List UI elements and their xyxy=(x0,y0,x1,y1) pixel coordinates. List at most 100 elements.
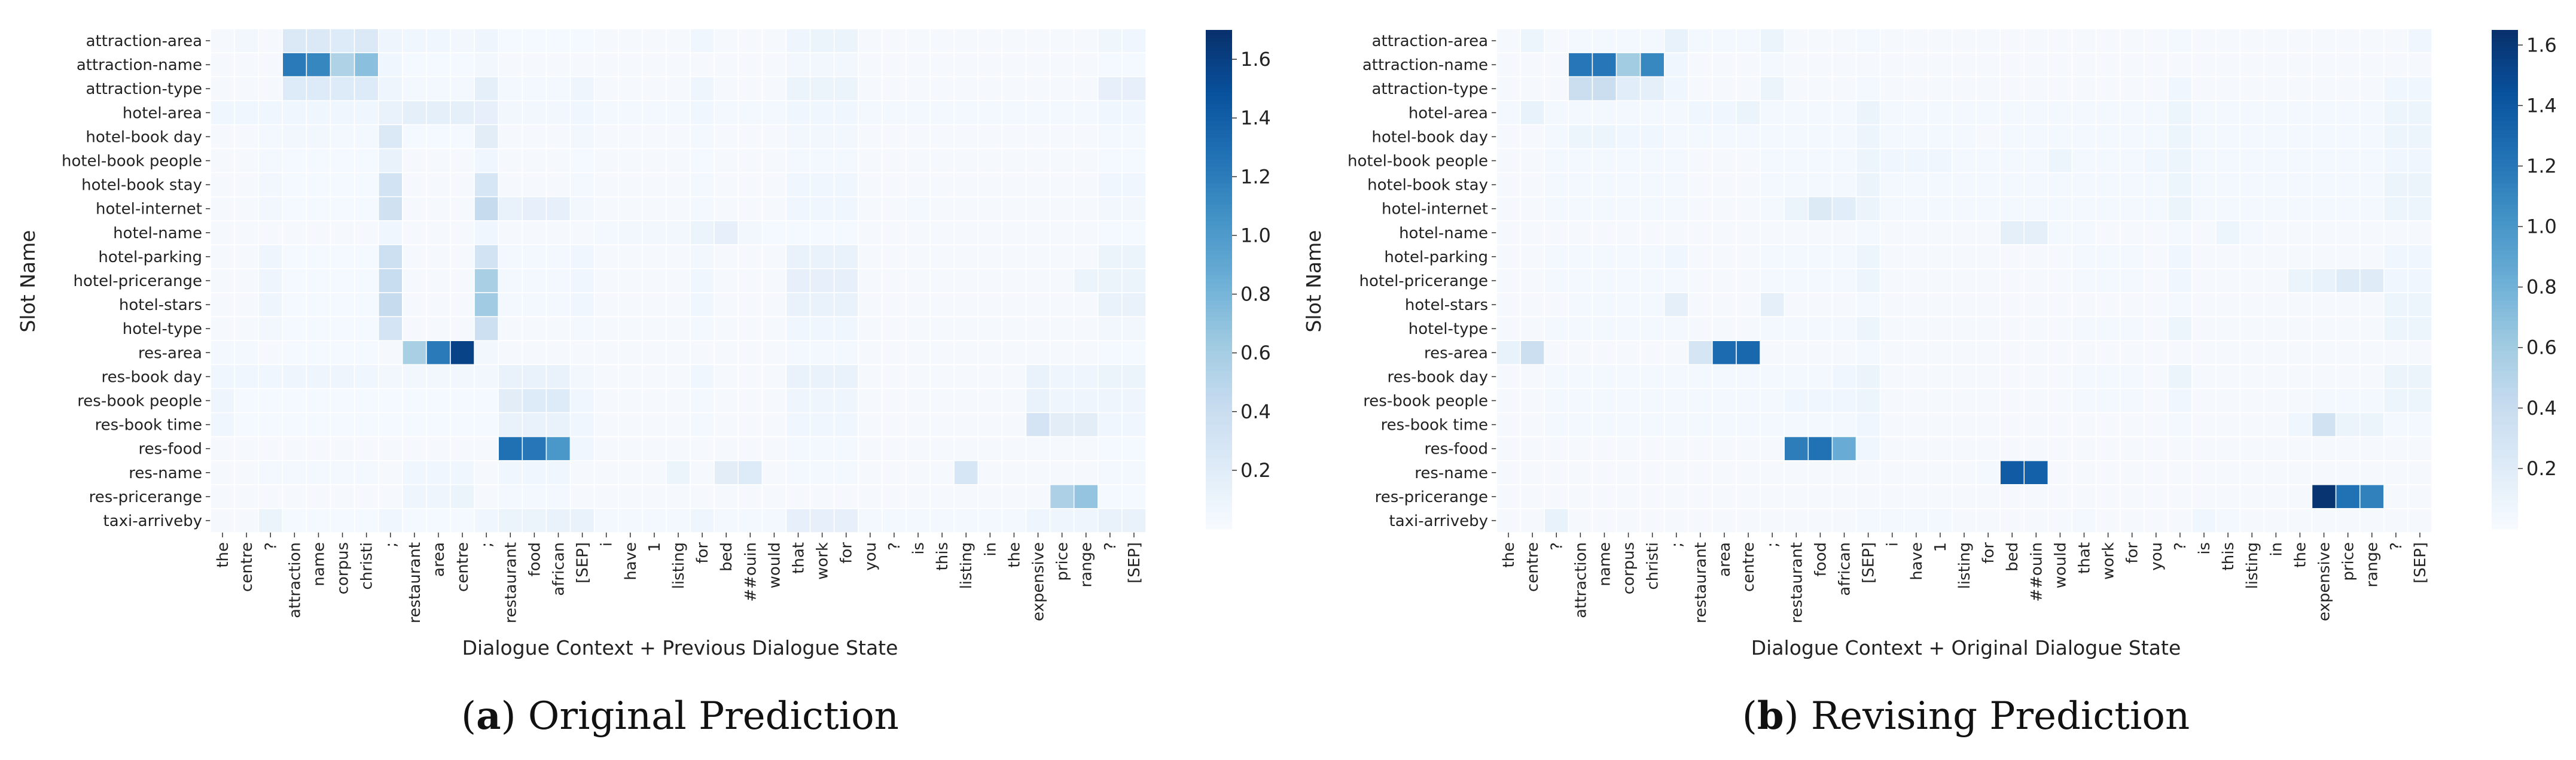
heatmap-cell xyxy=(2144,316,2169,341)
colorbar-segment xyxy=(1206,133,1232,139)
colorbar-segment xyxy=(2492,175,2518,180)
heatmap-cell xyxy=(833,388,859,414)
heatmap-cell xyxy=(690,76,715,102)
heatmap-cell xyxy=(1496,220,1521,245)
colorbar-segment xyxy=(1206,387,1232,393)
y-tick-label: hotel-parking xyxy=(1384,248,1488,266)
heatmap-cell xyxy=(258,388,283,414)
heatmap-cell xyxy=(1760,292,1785,317)
heatmap-cell xyxy=(1663,436,1689,461)
heatmap-cell xyxy=(617,100,643,126)
heatmap-cell xyxy=(1831,316,1857,341)
heatmap-cell xyxy=(545,244,571,269)
heatmap-cell xyxy=(210,412,235,437)
heatmap-cell xyxy=(450,28,475,53)
heatmap-cell xyxy=(737,244,763,269)
heatmap-cell xyxy=(977,100,1003,126)
heatmap-cell xyxy=(474,268,499,293)
heatmap-cell xyxy=(498,196,523,221)
heatmap-cell xyxy=(1760,172,1785,197)
heatmap-cell xyxy=(377,316,403,341)
heatmap-cell xyxy=(785,76,811,102)
y-axis-title: Slot Name xyxy=(16,230,39,332)
heatmap-cell xyxy=(1855,100,1881,126)
heatmap-cell xyxy=(1663,364,1689,390)
heatmap-cell xyxy=(833,148,859,174)
heatmap-cell xyxy=(234,388,259,414)
heatmap-cell xyxy=(953,172,979,197)
heatmap-cell xyxy=(569,196,595,221)
heatmap-cell xyxy=(2071,220,2097,245)
heatmap-cell xyxy=(2023,268,2049,293)
heatmap-cell xyxy=(2263,244,2289,269)
heatmap-cell xyxy=(258,76,283,102)
heatmap-cell xyxy=(1121,172,1147,197)
heatmap-cell xyxy=(450,388,475,414)
x-tick-label: african xyxy=(550,542,568,596)
heatmap-cell xyxy=(2263,220,2289,245)
heatmap-cell xyxy=(1049,460,1075,485)
heatmap-cell xyxy=(306,364,331,390)
heatmap-cell xyxy=(2191,172,2217,197)
heatmap-cell xyxy=(666,100,691,126)
heatmap-cell xyxy=(858,340,883,366)
colorbar-segment xyxy=(1206,400,1232,405)
heatmap-cell xyxy=(2119,364,2145,390)
heatmap-cell xyxy=(593,268,619,293)
heatmap-cell xyxy=(1001,292,1027,317)
heatmap-cell xyxy=(761,364,787,390)
colorbar-segment xyxy=(1206,96,1232,101)
heatmap-cell xyxy=(402,388,427,414)
heatmap-cell xyxy=(642,76,667,102)
heatmap-cell xyxy=(1592,220,1617,245)
heatmap-cell xyxy=(1073,292,1099,317)
heatmap-cell xyxy=(1952,76,1977,102)
colorbar-segment xyxy=(2492,84,2518,89)
x-tick-label: [SEP] xyxy=(574,542,592,583)
heatmap-cell xyxy=(809,340,835,366)
heatmap-cell xyxy=(2144,412,2169,437)
heatmap-cell xyxy=(2119,292,2145,317)
x-tick-label: would xyxy=(766,542,784,588)
colorbar-segment xyxy=(2492,46,2518,51)
heatmap-cell xyxy=(1784,220,1809,245)
heatmap-cell xyxy=(906,100,931,126)
colorbar-segment xyxy=(2492,495,2518,500)
heatmap-cell xyxy=(569,412,595,437)
colorbar-segment xyxy=(2492,366,2518,372)
heatmap-cell xyxy=(522,340,547,366)
heatmap-cell xyxy=(306,220,331,245)
heatmap-cell xyxy=(2311,124,2337,150)
heatmap-cell xyxy=(1615,436,1641,461)
colorbar-segment xyxy=(1206,192,1232,197)
heatmap-cell xyxy=(1976,484,2001,509)
heatmap-cell xyxy=(906,388,931,414)
heatmap-cell xyxy=(1976,340,2001,366)
heatmap-cell xyxy=(1688,244,1713,269)
heatmap-cell xyxy=(833,316,859,341)
heatmap-cell xyxy=(2095,460,2121,485)
heatmap-cell xyxy=(2191,484,2217,509)
colorbar-segment xyxy=(2492,204,2518,209)
heatmap-cell xyxy=(2071,316,2097,341)
y-axis-title: Slot Name xyxy=(1302,230,1325,332)
heatmap-cell xyxy=(426,316,451,341)
heatmap-cell xyxy=(545,148,571,174)
heatmap-cell xyxy=(1928,436,1953,461)
heatmap-cell xyxy=(1592,340,1617,366)
heatmap-cell xyxy=(1520,148,1545,174)
heatmap-cell xyxy=(1976,292,2001,317)
colorbar-segment xyxy=(1206,63,1232,68)
heatmap-cell xyxy=(1025,124,1051,150)
heatmap-cell xyxy=(545,316,571,341)
heatmap-cell xyxy=(2311,340,2337,366)
heatmap-cell xyxy=(1001,76,1027,102)
heatmap-cell xyxy=(2239,148,2265,174)
colorbar-segment xyxy=(2492,121,2518,126)
heatmap-cell xyxy=(2095,220,2121,245)
heatmap-cell xyxy=(1098,268,1123,293)
y-tick-label: res-pricerange xyxy=(1375,488,1488,506)
heatmap-cell xyxy=(929,148,955,174)
heatmap-cell xyxy=(1784,508,1809,533)
heatmap-cell xyxy=(977,52,1003,77)
